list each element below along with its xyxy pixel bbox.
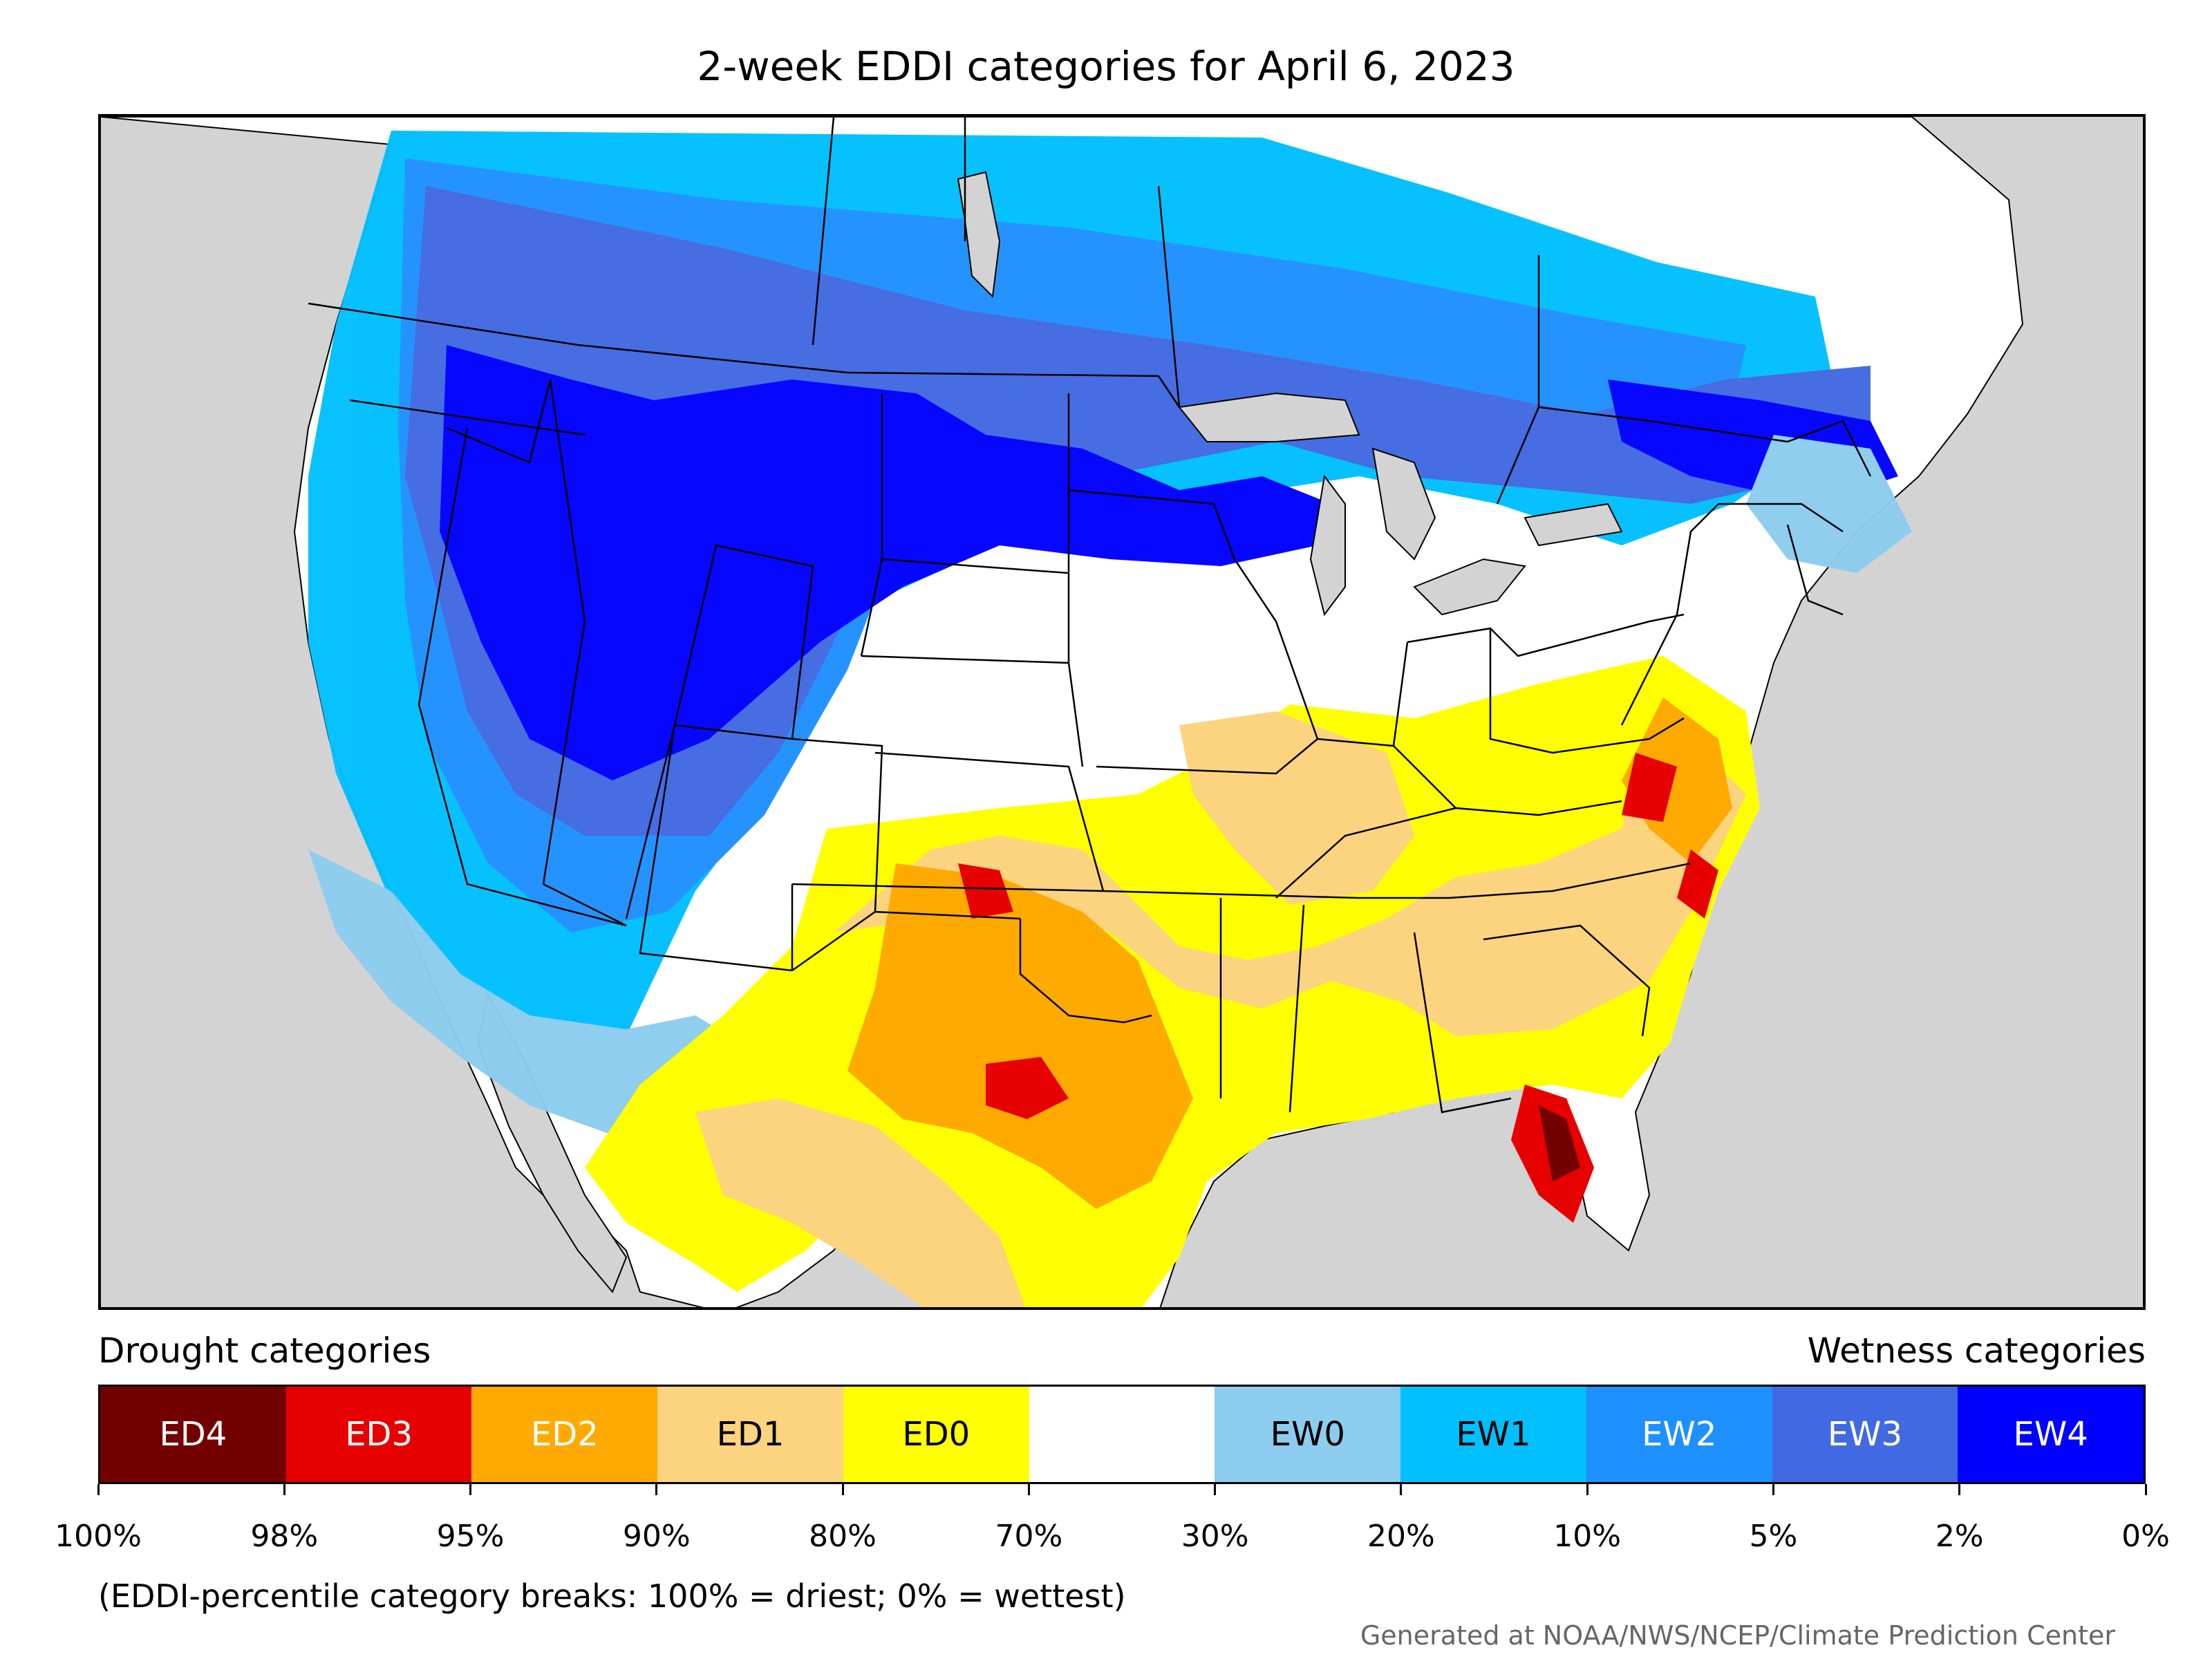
legend-break-label: 80%	[809, 1519, 877, 1554]
legend-cat-ed3: ED3	[285, 1387, 472, 1482]
legend-tick	[655, 1484, 658, 1495]
legend-cat-ed2: ED2	[471, 1387, 658, 1482]
legend-break-label: 90%	[622, 1519, 691, 1554]
legend-break-label: 30%	[1181, 1519, 1249, 1554]
state-borders	[308, 117, 1872, 1114]
legend-tick	[1772, 1484, 1774, 1495]
legend-break-label: 0%	[2121, 1519, 2170, 1554]
legend-tick	[2144, 1484, 2147, 1495]
legend-footnote: (EDDI-percentile category breaks: 100% =…	[98, 1577, 1126, 1615]
great-lakes	[1178, 392, 1623, 617]
legend-colorbar: ED4 ED3 ED2 ED1 ED0 EW0 EW1 EW2 EW3 EW4	[98, 1385, 2146, 1484]
legend-cat-ew3: EW3	[1772, 1387, 1958, 1482]
legend-cat-ew4: EW4	[1958, 1387, 2144, 1482]
legend-break-label: 70%	[995, 1519, 1063, 1554]
legend-tick	[1400, 1484, 1403, 1495]
legend-tick	[283, 1484, 285, 1495]
legend-tick	[97, 1484, 100, 1495]
drought-fields	[585, 656, 1760, 1307]
legend-break-label: 5%	[1749, 1519, 1798, 1554]
legend-break-label: 95%	[436, 1519, 505, 1554]
eddi-map	[101, 117, 2024, 1307]
legend-tick	[1586, 1484, 1588, 1495]
credit-line: Generated at NOAA/NWS/NCEP/Climate Predi…	[1360, 1620, 2115, 1651]
legend-cat-ew2: EW2	[1586, 1387, 1772, 1482]
legend-cat-ew0: EW0	[1215, 1387, 1401, 1482]
legend-cat-normal	[1029, 1387, 1215, 1482]
legend-cat-ew1: EW1	[1400, 1387, 1586, 1482]
map-frame	[98, 114, 2146, 1310]
legend-tick	[1214, 1484, 1217, 1495]
legend-cat-ed1: ED1	[657, 1387, 843, 1482]
legend-tick	[841, 1484, 844, 1495]
legend-break-label: 20%	[1367, 1519, 1435, 1554]
wetness-fields	[308, 131, 1912, 1140]
map-title: 2-week EDDI categories for April 6, 2023	[697, 43, 1515, 90]
legend-break-label: 100%	[55, 1519, 142, 1554]
legend-cat-ed0: ED0	[843, 1387, 1029, 1482]
legend-tick	[469, 1484, 472, 1495]
legend-tick	[1027, 1484, 1030, 1495]
legend-right-title: Wetness categories	[1807, 1331, 2146, 1371]
legend-break-label: 2%	[1935, 1519, 1984, 1554]
legend-tick	[1958, 1484, 1961, 1495]
legend-cat-ed4: ED4	[100, 1387, 286, 1482]
legend-break-label: 10%	[1553, 1519, 1622, 1554]
legend-left-title: Drought categories	[98, 1331, 431, 1371]
legend-break-label: 98%	[250, 1519, 319, 1554]
